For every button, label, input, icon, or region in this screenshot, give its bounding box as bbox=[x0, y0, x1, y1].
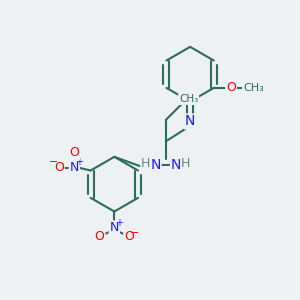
Text: N: N bbox=[70, 161, 79, 174]
Text: N: N bbox=[171, 158, 181, 172]
Text: H: H bbox=[181, 157, 190, 169]
Text: N: N bbox=[110, 221, 119, 234]
Text: O: O bbox=[94, 230, 104, 243]
Text: N: N bbox=[150, 158, 161, 172]
Text: O: O bbox=[69, 146, 79, 159]
Text: +: + bbox=[116, 218, 123, 227]
Text: −: − bbox=[130, 228, 139, 238]
Text: +: + bbox=[75, 157, 83, 167]
Text: O: O bbox=[226, 81, 236, 94]
Text: O: O bbox=[54, 161, 64, 174]
Text: O: O bbox=[124, 230, 134, 243]
Text: H: H bbox=[141, 157, 151, 169]
Text: N: N bbox=[185, 115, 195, 128]
Text: −: − bbox=[49, 157, 58, 167]
Text: CH₃: CH₃ bbox=[179, 94, 198, 104]
Text: CH₃: CH₃ bbox=[243, 83, 264, 93]
